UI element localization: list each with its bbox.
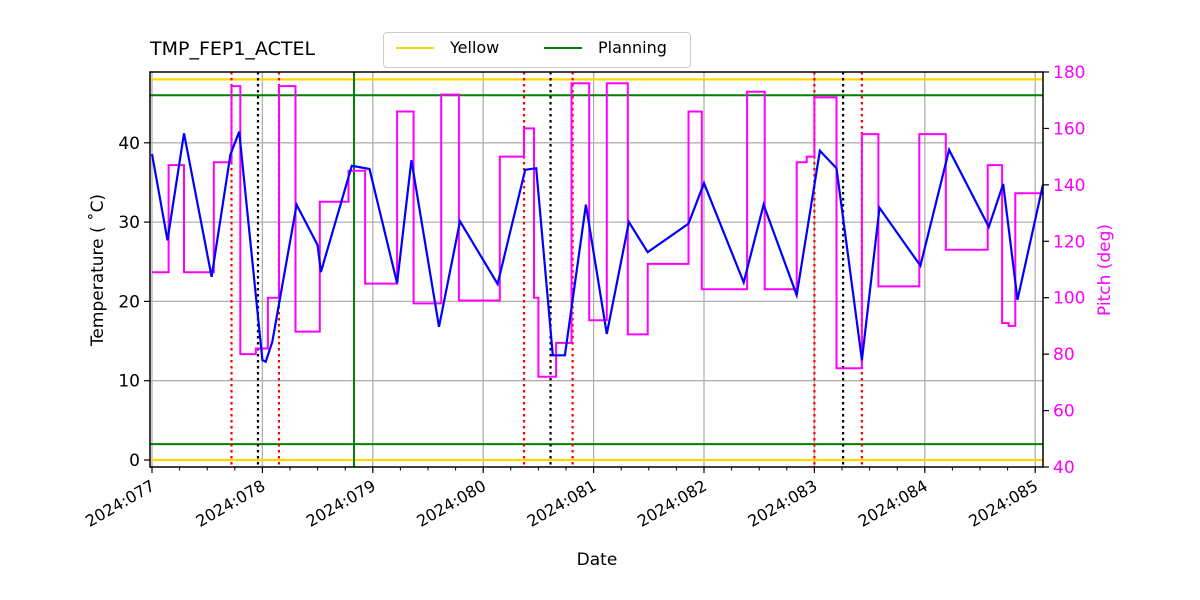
temperature-series — [150, 131, 1044, 364]
y2-tick-label: 120 — [1053, 232, 1085, 252]
y-tick-label: 30 — [118, 213, 140, 233]
x-tick-label: 2024:078 — [193, 476, 269, 531]
y2-tick-label: 80 — [1053, 345, 1075, 365]
pitch-series — [152, 82, 1044, 378]
legend: Yellow Planning — [383, 32, 691, 68]
x-tick-label: 2024:080 — [413, 476, 489, 531]
y2-tick-label: 180 — [1053, 63, 1085, 83]
y-tick-label: 20 — [118, 292, 140, 312]
y2-tick-label: 40 — [1053, 458, 1075, 478]
legend-item-planning: Planning — [544, 38, 667, 57]
x-axis-ticks: 2024:077 2024:078 2024:079 2024:080 2024:081… — [82, 467, 1041, 531]
legend-swatch-yellow — [396, 46, 434, 49]
legend-label-planning: Planning — [598, 38, 667, 57]
legend-item-yellow: Yellow — [396, 38, 499, 57]
y2-tick-label: 140 — [1053, 176, 1085, 196]
x-tick-label: 2024:082 — [634, 476, 710, 531]
x-tick-label: 2024:077 — [82, 476, 158, 531]
x-tick-label: 2024:079 — [303, 476, 379, 531]
event-markers — [230, 72, 863, 467]
limit-lines — [150, 78, 1043, 462]
y-tick-label: 10 — [118, 372, 140, 392]
x-tick-label: 2024:085 — [965, 476, 1041, 531]
y2-tick-label: 100 — [1053, 289, 1085, 309]
legend-label-yellow: Yellow — [450, 38, 500, 57]
legend-swatch-planning — [544, 46, 582, 49]
y-tick-label: 40 — [118, 134, 140, 154]
y2-axis-ticks: 40 60 80 100 120 140 160 180 — [1043, 63, 1085, 478]
chart-title: TMP_FEP1_ACTEL — [150, 38, 316, 60]
x-tick-label: 2024:081 — [524, 476, 600, 531]
x-axis-label: Date — [577, 550, 618, 570]
y-axis-label: Temperature ( ˚C) — [87, 194, 108, 347]
x-tick-label: 2024:084 — [855, 476, 931, 531]
y-axis-ticks: 0 10 20 30 40 — [118, 134, 150, 471]
y2-tick-label: 160 — [1053, 119, 1085, 139]
y2-tick-label: 60 — [1053, 402, 1075, 422]
y2-axis-label: Pitch (deg) — [1095, 224, 1115, 316]
x-tick-label: 2024:083 — [745, 476, 821, 531]
y-tick-label: 0 — [129, 451, 140, 471]
plot-frame — [149, 71, 1044, 468]
